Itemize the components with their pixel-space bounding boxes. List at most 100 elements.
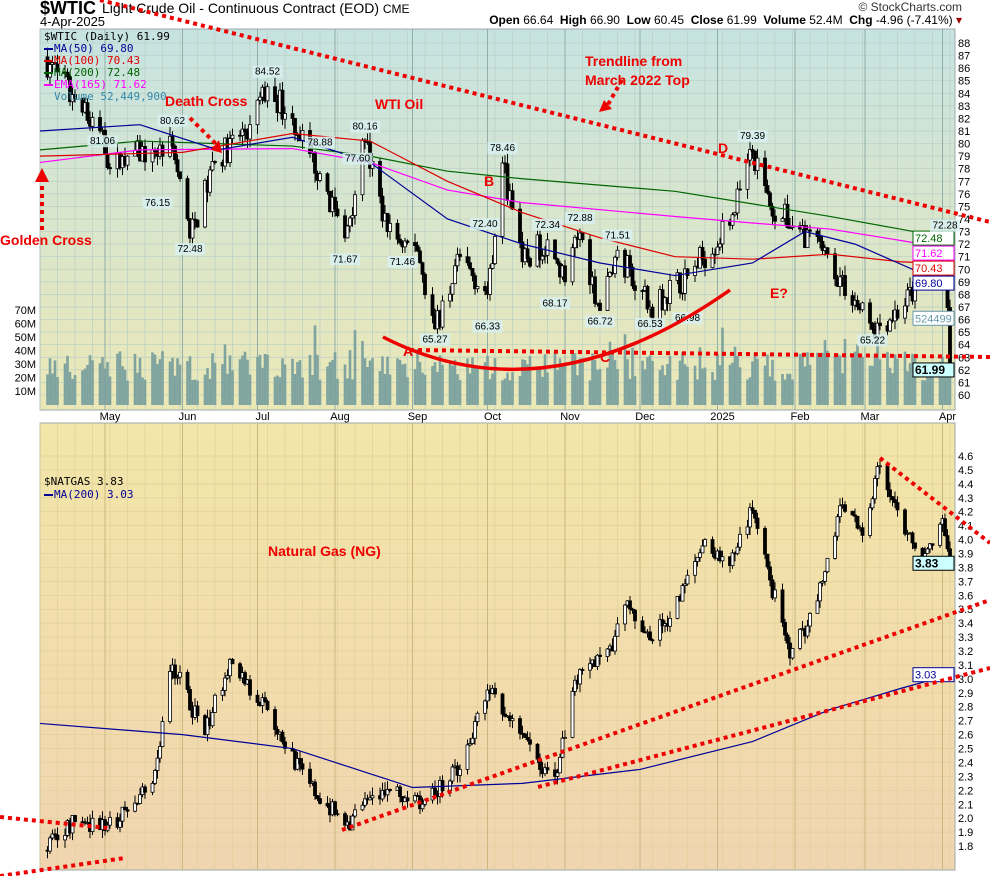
ng-candle bbox=[528, 739, 532, 745]
volume-bar bbox=[771, 359, 774, 405]
price-label: 79.39 bbox=[740, 131, 765, 142]
wti-candle bbox=[98, 117, 102, 132]
volume-bar bbox=[298, 360, 302, 405]
ng-candle bbox=[780, 589, 785, 623]
ng-candle bbox=[543, 767, 547, 775]
ng-candle bbox=[545, 767, 550, 771]
volume-bar bbox=[206, 368, 209, 405]
ng-candle bbox=[890, 496, 895, 501]
high-value: 66.90 bbox=[589, 13, 620, 27]
wti-candle bbox=[360, 139, 365, 196]
volume-bar bbox=[843, 338, 847, 405]
volume-bar bbox=[398, 359, 402, 405]
ng-candle bbox=[465, 744, 470, 770]
ng-candle bbox=[503, 713, 507, 717]
value-tag: 72.48 bbox=[915, 233, 943, 245]
ng-candle bbox=[930, 543, 935, 546]
volume-bar bbox=[108, 376, 112, 405]
volume-bar bbox=[91, 360, 94, 405]
volume-bar bbox=[336, 378, 339, 405]
volume-bar bbox=[736, 355, 739, 405]
volume-bar bbox=[803, 366, 807, 405]
wti-candle bbox=[718, 243, 722, 248]
volume-bar bbox=[193, 379, 197, 405]
volume-bar bbox=[893, 354, 897, 405]
volume-bar bbox=[433, 362, 437, 405]
ng-candle bbox=[925, 548, 930, 554]
volume-bar bbox=[48, 358, 52, 405]
wti-candle bbox=[525, 248, 530, 259]
volume-bar bbox=[903, 351, 907, 405]
volume-bar bbox=[396, 358, 399, 405]
wti-candle bbox=[143, 146, 147, 163]
volume-bar bbox=[628, 378, 632, 405]
volume-bar bbox=[331, 359, 334, 405]
ng-candle bbox=[470, 737, 475, 744]
ng-candle bbox=[695, 556, 700, 562]
ng-candle bbox=[623, 604, 627, 625]
wti-y-tick: 64 bbox=[958, 340, 970, 352]
wti-candle bbox=[473, 275, 477, 290]
price-label-bg bbox=[472, 320, 503, 333]
ng-candle bbox=[558, 756, 562, 774]
volume-bar bbox=[768, 376, 772, 405]
ng-y-tick: 2.1 bbox=[958, 799, 973, 811]
price-label: 71.46 bbox=[390, 257, 415, 268]
ng-candle bbox=[648, 631, 652, 641]
ng-candle bbox=[385, 788, 390, 796]
volume-bar bbox=[413, 369, 417, 405]
ng-candle bbox=[698, 552, 702, 558]
volume-bar bbox=[176, 358, 179, 405]
ng-candle bbox=[483, 700, 487, 714]
price-label-bg bbox=[157, 114, 188, 127]
annotation-a: A bbox=[403, 343, 414, 359]
ng-candle bbox=[248, 679, 252, 696]
volume-bar bbox=[291, 358, 294, 405]
volume-bar bbox=[451, 365, 454, 405]
volume-bar bbox=[591, 353, 594, 405]
legend-ma100: MA(100) 70.43 bbox=[54, 54, 140, 67]
ng-candle bbox=[150, 782, 155, 793]
volume-bar bbox=[538, 367, 542, 405]
volume-bar bbox=[378, 371, 382, 405]
wti-candle bbox=[878, 322, 882, 327]
volume-bar bbox=[313, 325, 317, 405]
volume-bar bbox=[571, 351, 574, 405]
wti-candle bbox=[555, 258, 560, 264]
ng-candle bbox=[613, 635, 617, 652]
volume-bar bbox=[141, 377, 144, 405]
ng-candle bbox=[888, 489, 892, 498]
wti-candle bbox=[833, 253, 837, 280]
wti-candle bbox=[318, 173, 322, 181]
volume-bar bbox=[876, 336, 879, 405]
volume-bar bbox=[293, 374, 297, 405]
volume-bar bbox=[403, 363, 407, 405]
wti-y-tick: 71 bbox=[958, 252, 970, 264]
volume-bar bbox=[503, 378, 507, 405]
price-label-bg bbox=[330, 253, 360, 266]
wti-candle bbox=[313, 151, 317, 174]
volume-bar bbox=[858, 356, 862, 405]
ng-candle bbox=[298, 758, 302, 765]
wti-candle bbox=[420, 262, 425, 275]
wti-candle bbox=[423, 273, 427, 296]
wti-candle bbox=[90, 117, 95, 127]
ng-candle bbox=[168, 671, 172, 722]
volume-bar bbox=[171, 357, 174, 405]
ng-candle bbox=[573, 679, 577, 692]
wti-candle bbox=[418, 250, 422, 264]
wti-candle bbox=[398, 238, 402, 244]
wti-candle bbox=[703, 258, 707, 269]
ng-candle bbox=[335, 813, 340, 816]
wti-y-tick: 86 bbox=[958, 63, 970, 75]
volume-bar bbox=[98, 363, 102, 405]
volume-bar bbox=[361, 341, 364, 405]
wti-candle bbox=[720, 220, 725, 245]
wti-candle bbox=[805, 229, 810, 249]
volume-bar bbox=[316, 354, 319, 405]
wti-y-tick: 80 bbox=[958, 139, 970, 151]
ng-candle bbox=[555, 772, 560, 777]
ng-y-tick: 2.9 bbox=[958, 688, 973, 700]
wti-candle bbox=[815, 230, 820, 237]
wti-candle bbox=[855, 299, 860, 308]
